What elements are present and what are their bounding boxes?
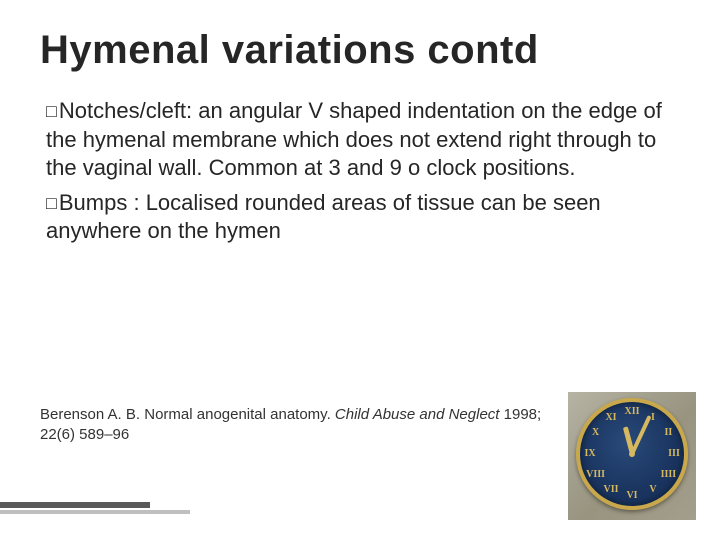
clock-numeral: V	[643, 484, 663, 495]
clock-numeral: X	[586, 427, 606, 438]
bullet-term: Bumps	[59, 190, 127, 215]
bullet-term: Notches/cleft:	[59, 98, 192, 123]
body-text: □Notches/cleft: an angular V shaped inde…	[40, 97, 680, 246]
clock-numeral: II	[658, 427, 678, 438]
clock-numeral: XII	[622, 406, 642, 417]
bullet-text: : Localised rounded areas of tissue can …	[46, 190, 601, 244]
clock-face: XIIIIIIIIIIIIVVIVIIVIIIIXXXI	[576, 398, 688, 510]
slide: Hymenal variations contd □Notches/cleft:…	[0, 0, 720, 540]
decor-seg-dark	[0, 502, 150, 508]
clock-numeral: IX	[580, 448, 600, 459]
slide-title: Hymenal variations contd	[40, 28, 680, 73]
bullet-item: □Bumps : Localised rounded areas of tiss…	[46, 189, 680, 246]
clock-numeral: I	[643, 412, 663, 423]
bullet-glyph: □	[46, 193, 57, 213]
clock-image: XIIIIIIIIIIIIVVIVIIVIIIIXXXI	[568, 392, 696, 520]
clock-numeral: III	[664, 448, 684, 459]
clock-numeral: XI	[601, 412, 621, 423]
clock-stone-bg: XIIIIIIIIIIIIVVIVIIVIIIIXXXI	[568, 392, 696, 520]
clock-center	[629, 451, 635, 457]
clock-numeral: VII	[601, 484, 621, 495]
decor-seg-light	[0, 510, 190, 514]
citation-author: Berenson A. B.	[40, 406, 140, 423]
clock-numeral: IIII	[658, 469, 678, 480]
bullet-item: □Notches/cleft: an angular V shaped inde…	[46, 97, 680, 183]
citation-title: Normal anogenital anatomy.	[140, 406, 331, 423]
clock-numeral: VIII	[586, 469, 606, 480]
citation: Berenson A. B. Normal anogenital anatomy…	[40, 405, 580, 444]
clock-numeral: VI	[622, 490, 642, 501]
decorative-underline	[0, 502, 220, 522]
bullet-glyph: □	[46, 101, 57, 121]
citation-journal: Child Abuse and Neglect	[331, 406, 500, 423]
